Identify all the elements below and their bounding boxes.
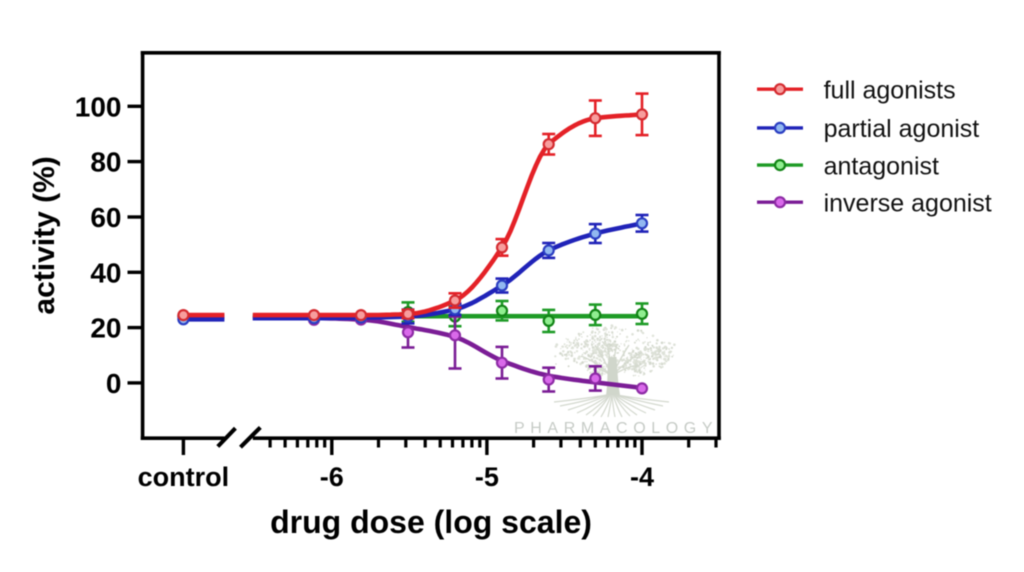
- svg-text:partial agonist: partial agonist: [824, 115, 980, 143]
- svg-text:80: 80: [90, 147, 121, 178]
- svg-text:100: 100: [75, 91, 122, 122]
- svg-text:PHARMACOLOGY: PHARMACOLOGY: [514, 420, 718, 437]
- svg-text:40: 40: [90, 257, 121, 288]
- svg-text:-4: -4: [630, 462, 654, 492]
- svg-text:-5: -5: [475, 462, 499, 492]
- svg-text:control: control: [138, 462, 230, 492]
- svg-text:activity (%): activity (%): [28, 156, 61, 314]
- svg-text:0: 0: [106, 368, 122, 399]
- svg-text:-6: -6: [320, 462, 344, 492]
- svg-text:antagonist: antagonist: [824, 152, 939, 180]
- svg-text:60: 60: [90, 202, 121, 233]
- svg-text:20: 20: [90, 313, 121, 344]
- svg-text:full agonists: full agonists: [824, 76, 956, 104]
- svg-text:inverse agonist: inverse agonist: [824, 189, 992, 217]
- svg-text:drug dose (log scale): drug dose (log scale): [270, 504, 592, 540]
